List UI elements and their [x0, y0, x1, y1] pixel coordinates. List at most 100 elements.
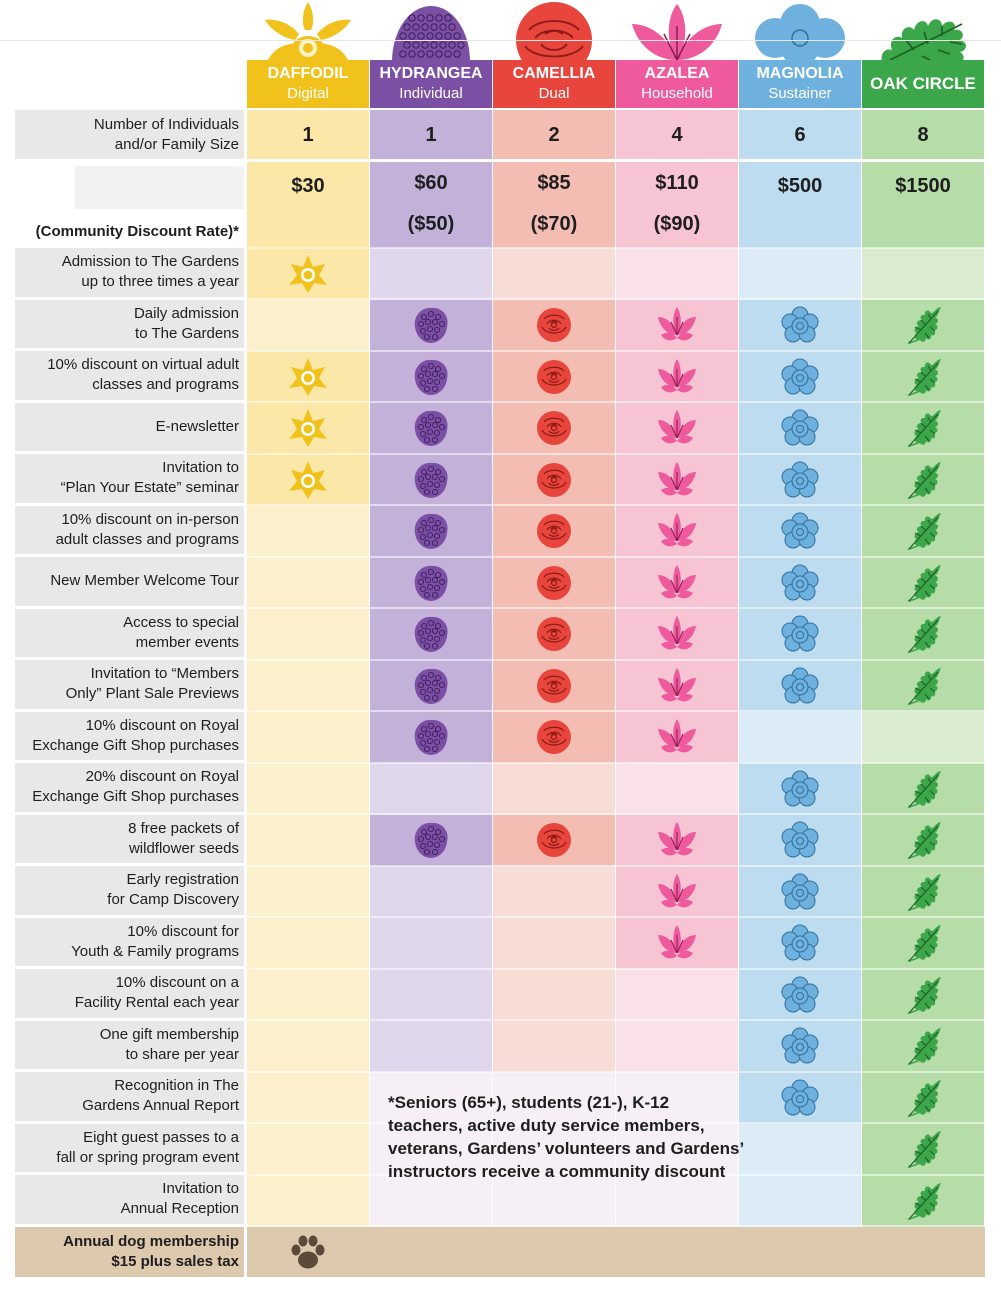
tier-price-block	[616, 110, 738, 248]
benefit-cell	[493, 248, 615, 300]
benefit-cell	[370, 866, 492, 918]
label-line: Youth & Family programs	[71, 942, 239, 960]
magnolia-icon	[778, 460, 822, 500]
hydrangea-icon	[409, 666, 453, 706]
tier-label-bar: HYDRANGEA Individual	[370, 60, 492, 108]
label-line: 10% discount on a	[115, 974, 239, 992]
tier-name: MAGNOLIA	[756, 65, 844, 82]
label-line: Annual Reception	[120, 1200, 239, 1218]
row-divider	[247, 246, 985, 249]
magnolia-header-icon	[739, 0, 861, 66]
benefit-label: Eight guest passes to a fall or spring pr…	[15, 1123, 244, 1172]
azalea-header-icon	[616, 0, 738, 62]
benefit-cell	[616, 763, 738, 815]
label-line: “Plan Your Estate” seminar	[60, 479, 239, 497]
benefit-cell	[370, 917, 492, 969]
row-divider	[247, 1070, 985, 1073]
camellia-icon	[532, 717, 576, 757]
label-line: 20% discount on Royal	[85, 768, 239, 786]
azalea-icon	[655, 717, 699, 757]
tier-price-block	[247, 110, 369, 248]
benefit-label: Admission to The Gardens up to three time…	[15, 248, 244, 297]
tier-price-block	[739, 110, 861, 248]
magnolia-icon	[778, 357, 822, 397]
benefit-cell	[493, 866, 615, 918]
tier-label-bar: AZALEA Household	[616, 60, 738, 108]
hydrangea-icon	[409, 357, 453, 397]
label-line: classes and programs	[92, 376, 239, 394]
benefit-cell	[247, 608, 369, 660]
benefit-cell	[247, 660, 369, 712]
label-line: to The Gardens	[135, 324, 239, 342]
oak-leaf-header-icon	[862, 0, 984, 62]
benefit-label: 8 free packets of wildflower seeds	[15, 814, 244, 863]
benefit-cell	[493, 1175, 615, 1227]
camellia-icon	[532, 563, 576, 603]
azalea-icon	[655, 872, 699, 912]
azalea-icon	[655, 357, 699, 397]
label-line: Invitation to	[162, 459, 239, 477]
magnolia-icon	[778, 1078, 822, 1118]
label-line: Only” Plant Sale Previews	[65, 685, 239, 703]
tier-label-bar: MAGNOLIA Sustainer	[739, 60, 861, 108]
row-divider	[247, 298, 985, 300]
azalea-icon	[655, 666, 699, 706]
row-divider	[247, 1225, 985, 1227]
paw-icon	[286, 1232, 330, 1272]
benefit-cell	[493, 917, 615, 969]
benefit-label: Access to special member events	[15, 608, 244, 657]
benefit-cell	[493, 1072, 615, 1124]
label-line: One gift membership	[99, 1025, 239, 1043]
row-divider	[247, 864, 985, 867]
benefit-cell	[616, 1123, 738, 1175]
benefit-cell	[616, 1175, 738, 1227]
label-line: Facility Rental each year	[74, 994, 239, 1012]
benefit-cell	[370, 763, 492, 815]
benefit-cell	[370, 1175, 492, 1227]
benefit-cell	[247, 1020, 369, 1072]
hydrangea-icon	[409, 717, 453, 757]
benefit-cell	[247, 917, 369, 969]
benefit-label: Daily admission to The Gardens	[15, 299, 244, 348]
magnolia-icon	[778, 614, 822, 654]
tier-price-block	[493, 110, 615, 248]
label-line: member events	[135, 633, 239, 651]
header-rule	[0, 40, 1001, 41]
label-line: 8 free packets of	[128, 819, 239, 837]
tier-size: 4	[671, 124, 683, 146]
tier-label-bar: CAMELLIA Dual	[493, 60, 615, 108]
magnolia-icon	[778, 769, 822, 809]
benefit-cell	[247, 711, 369, 763]
benefit-cell	[247, 1072, 369, 1124]
tier-name: AZALEA	[644, 65, 710, 82]
tier-price: $1500	[895, 175, 951, 197]
row-divider	[247, 401, 985, 403]
oak-leaf-icon	[901, 563, 945, 603]
oak-leaf-icon	[901, 820, 945, 860]
tier-price-block	[370, 110, 492, 248]
oak-leaf-icon	[901, 923, 945, 963]
hydrangea-icon	[409, 614, 453, 654]
community-discount-rate-label: (Community Discount Rate)*	[15, 214, 244, 246]
benefit-label: Invitation to “Members Only” Plant Sale P…	[15, 660, 244, 709]
oak-leaf-icon	[901, 666, 945, 706]
daffodil-header-icon	[247, 0, 369, 64]
label-line: Admission to The Gardens	[61, 253, 239, 271]
label-line: Invitation to	[162, 1180, 239, 1198]
row-divider	[247, 658, 985, 661]
benefit-label: Early registration for Camp Discovery	[15, 866, 244, 915]
hydrangea-icon	[409, 511, 453, 551]
benefit-cell	[247, 814, 369, 866]
hydrangea-icon	[409, 408, 453, 448]
azalea-icon	[655, 563, 699, 603]
row-divider	[247, 1122, 985, 1124]
oak-leaf-icon	[901, 357, 945, 397]
camellia-icon	[532, 666, 576, 706]
benefit-cell	[247, 866, 369, 918]
oak-leaf-icon	[901, 460, 945, 500]
row-divider	[247, 813, 985, 815]
label-line: (Community Discount Rate)*	[35, 223, 239, 240]
hydrangea-icon	[409, 563, 453, 603]
hydrangea-header-icon	[370, 0, 492, 62]
